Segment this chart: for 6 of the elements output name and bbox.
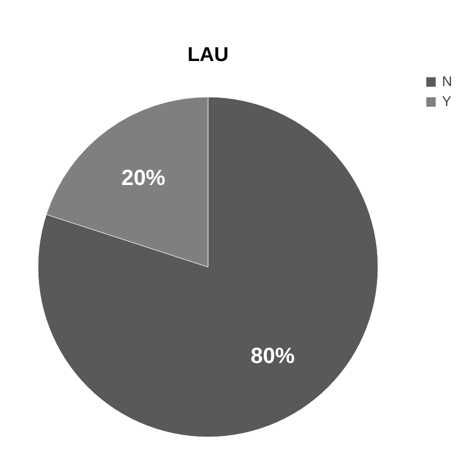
data-label: 20% — [121, 165, 166, 190]
chart-title: LAU — [187, 44, 229, 66]
legend-label: Y — [442, 93, 452, 109]
data-label: 80% — [250, 342, 295, 368]
pie-slice — [38, 96, 378, 438]
legend-label: N — [442, 73, 452, 89]
